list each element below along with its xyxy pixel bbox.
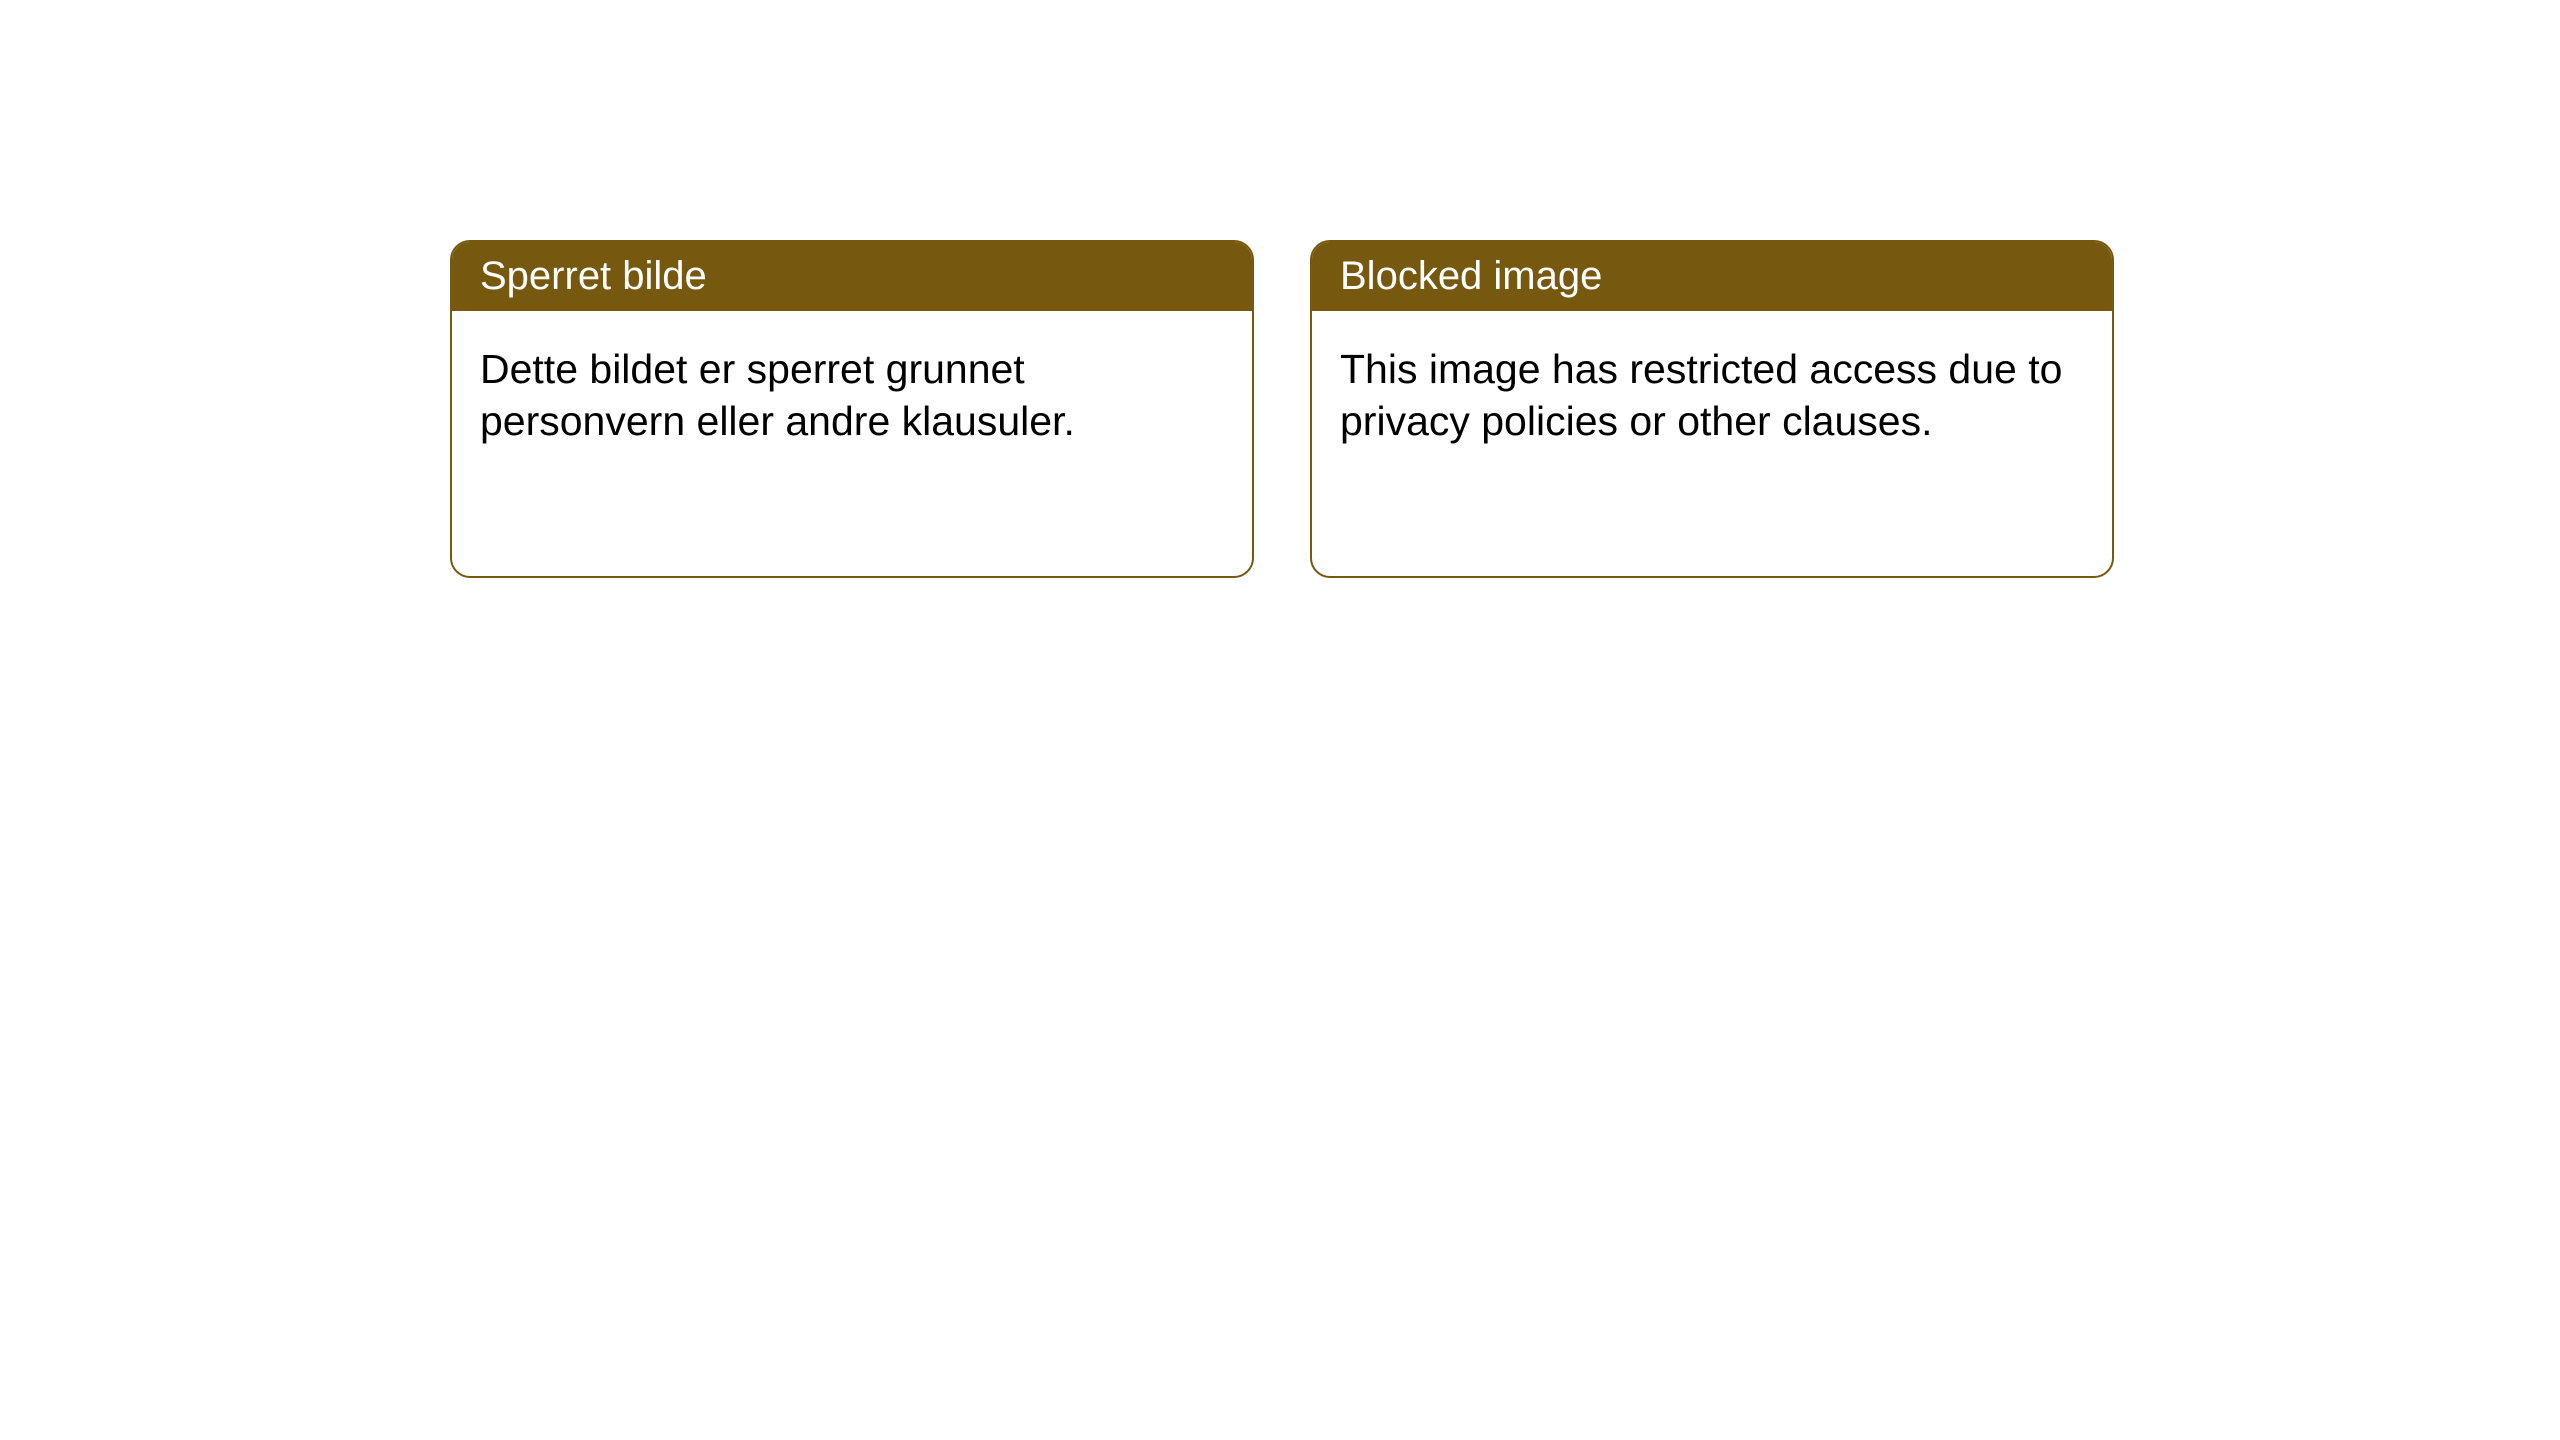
card-title: Sperret bilde [480,254,707,298]
card-title: Blocked image [1340,254,1602,298]
card-header: Sperret bilde [452,242,1252,311]
card-header: Blocked image [1312,242,2112,311]
card-body: This image has restricted access due to … [1312,311,2112,480]
card-body: Dette bildet er sperret grunnet personve… [452,311,1252,480]
notice-cards-container: Sperret bilde Dette bildet er sperret gr… [0,0,2560,578]
notice-card-english: Blocked image This image has restricted … [1310,240,2114,578]
notice-card-norwegian: Sperret bilde Dette bildet er sperret gr… [450,240,1254,578]
card-body-text: Dette bildet er sperret grunnet personve… [480,346,1075,444]
card-body-text: This image has restricted access due to … [1340,346,2062,444]
